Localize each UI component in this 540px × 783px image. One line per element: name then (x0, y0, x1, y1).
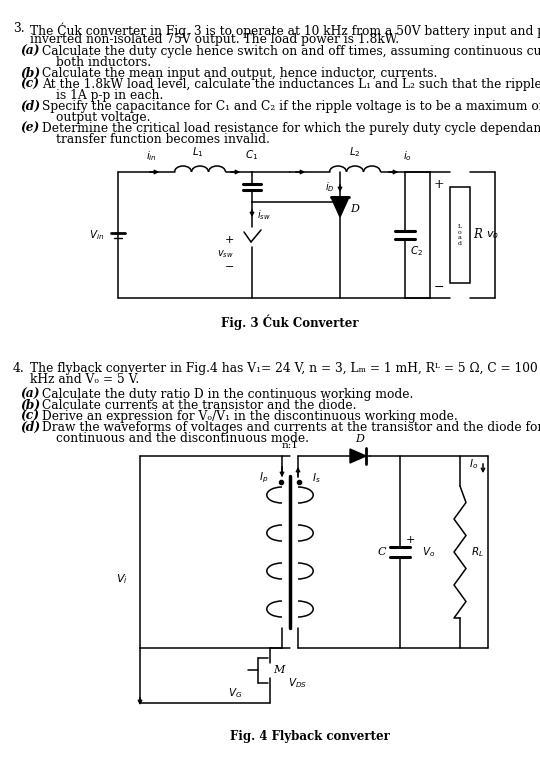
Text: The flyback converter in Fig.4 has V₁= 24 V, n = 3, Lₘ = 1 mH, Rᴸ = 5 Ω, C = 100: The flyback converter in Fig.4 has V₁= 2… (30, 362, 540, 375)
Text: Fig. 3 Ćuk Converter: Fig. 3 Ćuk Converter (221, 315, 359, 330)
Text: M: M (273, 665, 285, 675)
Text: $L_1$: $L_1$ (192, 145, 204, 159)
FancyBboxPatch shape (450, 187, 470, 283)
Text: kHz and Vₒ = 5 V.: kHz and Vₒ = 5 V. (30, 373, 139, 386)
Text: is 1A p‐p in each.: is 1A p‐p in each. (56, 89, 164, 102)
Text: inverted non‐isolated 75V output. The load power is 1.8kW.: inverted non‐isolated 75V output. The lo… (30, 33, 399, 46)
Text: At the 1.8kW load level, calculate the inductances L₁ and L₂ such that the rippl: At the 1.8kW load level, calculate the i… (42, 78, 540, 91)
Text: (d): (d) (20, 421, 40, 434)
Text: 3.: 3. (13, 22, 25, 35)
Text: Calculate the mean input and output, hence inductor, currents.: Calculate the mean input and output, hen… (42, 67, 437, 80)
Polygon shape (331, 197, 349, 217)
Text: +: + (434, 178, 444, 191)
Text: Fig. 4 Flyback converter: Fig. 4 Flyback converter (230, 730, 390, 743)
Text: output voltage.: output voltage. (56, 111, 151, 124)
Text: (a): (a) (20, 388, 39, 401)
Text: (e): (e) (20, 122, 39, 135)
Text: D: D (350, 204, 359, 214)
Text: Calculate the duty ratio D in the continuous working mode.: Calculate the duty ratio D in the contin… (42, 388, 414, 401)
Text: R: R (473, 229, 482, 241)
Text: $L_2$: $L_2$ (349, 145, 361, 159)
Text: $i_{sw}$: $i_{sw}$ (257, 208, 271, 222)
Text: −: − (434, 281, 444, 294)
Text: Draw the waveforms of voltages and currents at the transistor and the diode for : Draw the waveforms of voltages and curre… (42, 421, 540, 434)
Text: $v_{o}$: $v_{o}$ (486, 229, 499, 241)
Text: both inductors.: both inductors. (56, 56, 151, 69)
Text: n:1: n:1 (281, 441, 299, 450)
Text: Derive an expression for Vₒ/V₁ in the discontinuous working mode.: Derive an expression for Vₒ/V₁ in the di… (42, 410, 458, 423)
Text: (c): (c) (20, 410, 39, 423)
Text: +: + (225, 235, 234, 245)
Text: D: D (355, 434, 364, 444)
Text: $V_i$: $V_i$ (116, 572, 128, 586)
Text: $I_p$: $I_p$ (259, 471, 268, 485)
Text: $I_o$: $I_o$ (469, 457, 478, 471)
Text: $i_{in}$: $i_{in}$ (146, 150, 158, 163)
Text: $V_{in}$: $V_{in}$ (89, 228, 104, 242)
Text: 4.: 4. (13, 362, 25, 375)
Text: L
o
a
d: L o a d (458, 224, 462, 246)
Text: (a): (a) (20, 45, 39, 58)
Text: $i_D$: $i_D$ (326, 180, 335, 194)
Text: +: + (406, 535, 415, 545)
Text: −: − (225, 262, 234, 272)
Text: $V_{DS}$: $V_{DS}$ (288, 676, 307, 690)
Text: The Ćuk converter in Fig. 3 is to operate at 10 kHz from a 50V battery input and: The Ćuk converter in Fig. 3 is to operat… (30, 22, 540, 38)
Text: continuous and the discontinuous mode.: continuous and the discontinuous mode. (56, 432, 309, 445)
Text: Calculate the duty cycle hence switch on and off times, assuming continuous curr: Calculate the duty cycle hence switch on… (42, 45, 540, 58)
Text: $v_{sw}$: $v_{sw}$ (217, 248, 234, 260)
Text: (d): (d) (20, 100, 40, 113)
Text: Calculate currents at the transistor and the diode.: Calculate currents at the transistor and… (42, 399, 356, 412)
Text: Determine the critical load resistance for which the purely duty cycle dependant: Determine the critical load resistance f… (42, 122, 540, 135)
Text: $I_s$: $I_s$ (312, 471, 321, 485)
Text: C: C (377, 547, 386, 557)
Polygon shape (350, 449, 366, 463)
Text: transfer function becomes invalid.: transfer function becomes invalid. (56, 133, 270, 146)
Text: Specify the capacitance for C₁ and C₂ if the ripple voltage is to be a maximum o: Specify the capacitance for C₁ and C₂ if… (42, 100, 540, 113)
Text: $C_2$: $C_2$ (410, 244, 423, 258)
Text: $V_o$: $V_o$ (422, 545, 435, 559)
Text: $R_L$: $R_L$ (471, 545, 484, 559)
Text: (b): (b) (20, 399, 40, 412)
Text: (b): (b) (20, 67, 40, 80)
Text: $V_G$: $V_G$ (228, 686, 242, 700)
Text: $i_o$: $i_o$ (402, 150, 411, 163)
Text: $C_1$: $C_1$ (245, 148, 259, 162)
Text: (c): (c) (20, 78, 39, 91)
